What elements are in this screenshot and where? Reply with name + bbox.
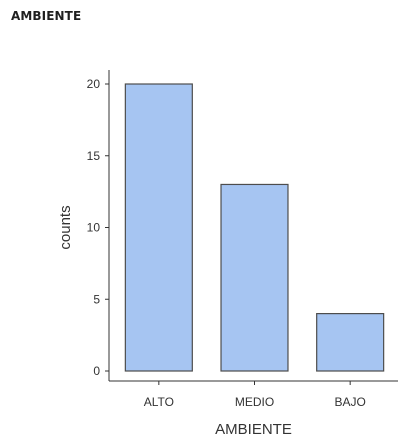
y-tick-label: 5: [93, 292, 100, 306]
x-axis-title: AMBIENTE: [215, 421, 292, 438]
y-tick-label: 10: [87, 221, 101, 235]
y-axis: 0 5 10 15 20: [87, 70, 110, 381]
bars: [124, 83, 385, 372]
bar-alto: [124, 83, 193, 372]
page-title: AMBIENTE: [11, 9, 82, 23]
x-tick-label-bajo: BAJO: [334, 395, 365, 409]
y-axis-title: counts: [57, 205, 74, 249]
bar-medio: [220, 183, 289, 372]
x-tick-label-alto: ALTO: [144, 395, 174, 409]
x-axis: ALTO MEDIO BAJO: [109, 380, 398, 409]
y-tick-label: 0: [93, 364, 100, 378]
y-tick-label: 20: [87, 77, 101, 91]
y-tick-label: 15: [87, 149, 101, 163]
x-tick-label-medio: MEDIO: [235, 395, 274, 409]
bar-bajo: [316, 313, 385, 372]
